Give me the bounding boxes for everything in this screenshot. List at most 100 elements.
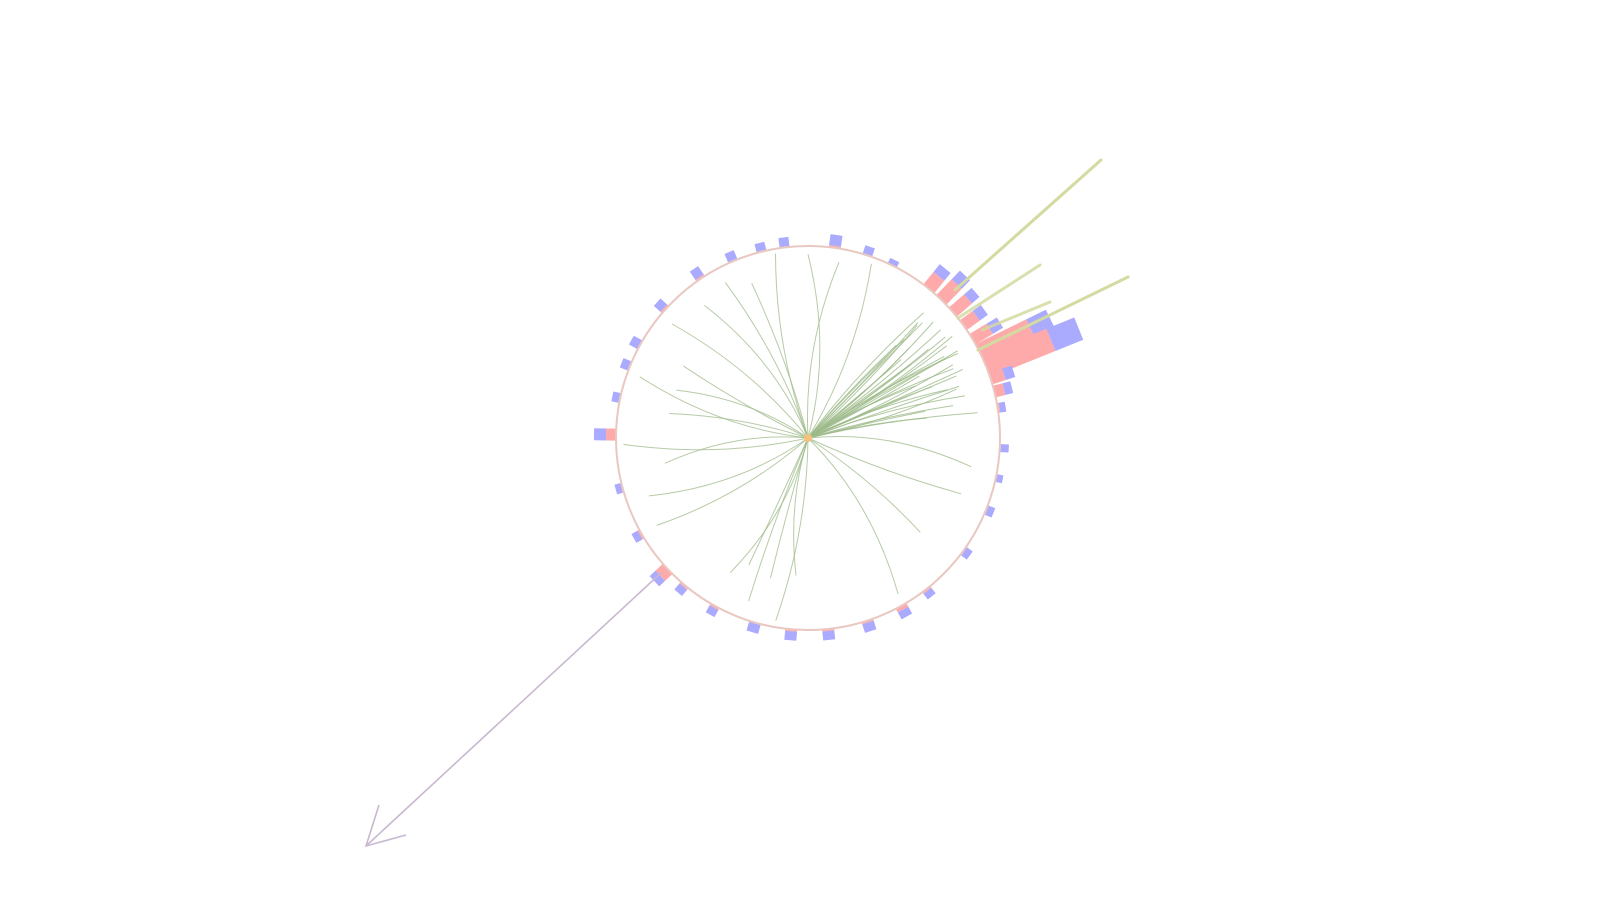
hadronic-deposit bbox=[951, 270, 971, 289]
track bbox=[775, 253, 809, 439]
em-deposit bbox=[981, 328, 1056, 378]
calorimeter-tower bbox=[593, 428, 617, 441]
jet-axis bbox=[976, 275, 1130, 352]
calorimeter-tower bbox=[959, 305, 988, 330]
track bbox=[807, 359, 902, 439]
hadronic-deposit bbox=[995, 474, 1004, 484]
track bbox=[676, 389, 809, 439]
arrow-head-icon bbox=[364, 804, 407, 848]
track bbox=[807, 437, 962, 495]
track bbox=[807, 355, 945, 439]
hadronic-deposit bbox=[897, 606, 913, 620]
track bbox=[807, 348, 909, 439]
calorimeter-tower bbox=[689, 266, 705, 282]
jet-axes bbox=[953, 158, 1130, 352]
track bbox=[748, 437, 809, 602]
track bbox=[751, 283, 809, 439]
track bbox=[807, 389, 948, 439]
track bbox=[793, 437, 809, 576]
track bbox=[807, 350, 958, 439]
track bbox=[807, 324, 918, 439]
hadronic-deposit bbox=[1000, 444, 1009, 453]
track bbox=[807, 254, 821, 439]
hadronic-deposit bbox=[887, 257, 900, 268]
track bbox=[623, 437, 809, 451]
jet-axis bbox=[980, 300, 1052, 332]
track bbox=[704, 305, 809, 439]
hadronic-deposit bbox=[746, 621, 761, 634]
missing-energy-arrow bbox=[364, 571, 663, 848]
hadronic-deposit bbox=[985, 505, 996, 518]
track bbox=[807, 263, 872, 439]
em-deposit bbox=[895, 603, 909, 613]
hadronic-deposit bbox=[653, 298, 668, 312]
em-deposit bbox=[988, 368, 1006, 385]
track bbox=[807, 364, 954, 439]
em-deposit bbox=[959, 310, 980, 330]
hadronic-deposit bbox=[689, 266, 704, 280]
calorimeter-tower bbox=[981, 317, 1084, 378]
calorimeter-tower bbox=[936, 270, 971, 305]
calorimeter-tower bbox=[988, 365, 1016, 385]
track bbox=[807, 437, 899, 595]
track bbox=[664, 436, 809, 464]
track bbox=[729, 437, 809, 574]
calorimeter-tower bbox=[674, 581, 689, 596]
track bbox=[807, 435, 972, 468]
track bbox=[639, 376, 809, 439]
hadronic-deposit bbox=[998, 401, 1007, 413]
hadronic-deposit bbox=[593, 428, 607, 441]
vertex-dot-icon bbox=[804, 434, 812, 442]
calorimeter-tower bbox=[999, 444, 1009, 453]
hadronic-deposit bbox=[754, 241, 767, 252]
track bbox=[807, 395, 965, 439]
calorimeter-deposits bbox=[593, 234, 1084, 641]
hadronic-deposit bbox=[705, 605, 719, 618]
track bbox=[724, 282, 809, 439]
track bbox=[807, 410, 926, 439]
hadronic-deposit bbox=[674, 583, 688, 596]
hadronic-deposit bbox=[619, 358, 631, 371]
hadronic-deposit bbox=[611, 391, 621, 403]
track bbox=[683, 365, 809, 439]
track bbox=[807, 339, 905, 439]
hadronic-deposit bbox=[933, 264, 951, 281]
track bbox=[806, 261, 840, 439]
calorimeter-tower bbox=[887, 257, 900, 268]
track bbox=[748, 437, 809, 566]
em-deposit bbox=[605, 428, 617, 441]
em-deposit bbox=[655, 563, 673, 581]
calorimeter-tower bbox=[992, 381, 1014, 398]
track bbox=[656, 437, 809, 526]
em-deposit bbox=[936, 279, 962, 305]
hadronic-deposit bbox=[1046, 317, 1084, 351]
hadronic-deposit bbox=[778, 236, 790, 248]
hadronic-deposit bbox=[631, 530, 643, 543]
jet-axis bbox=[953, 158, 1103, 292]
hadronic-deposit bbox=[964, 287, 980, 304]
hadronic-deposit bbox=[862, 620, 877, 633]
hadronic-deposit bbox=[923, 587, 936, 600]
jet-axis bbox=[956, 263, 1042, 320]
hadronic-deposit bbox=[961, 547, 973, 560]
track bbox=[807, 375, 920, 439]
hadronic-deposit bbox=[822, 630, 836, 641]
hadronic-deposit bbox=[724, 250, 738, 263]
track bbox=[671, 323, 809, 439]
em-deposit bbox=[992, 383, 1006, 398]
missing-energy-line bbox=[365, 571, 663, 847]
hadronic-deposit bbox=[1002, 365, 1016, 381]
hadronic-deposit bbox=[784, 630, 798, 641]
track bbox=[775, 437, 809, 621]
track bbox=[669, 413, 809, 439]
hadronic-deposit bbox=[972, 305, 988, 321]
calorimeter-tower bbox=[895, 603, 913, 620]
track bbox=[807, 322, 923, 439]
em-deposit bbox=[948, 294, 972, 317]
track bbox=[807, 437, 921, 533]
hadronic-deposit bbox=[649, 570, 666, 587]
calorimeter-tower bbox=[653, 298, 669, 314]
track bbox=[807, 312, 924, 439]
